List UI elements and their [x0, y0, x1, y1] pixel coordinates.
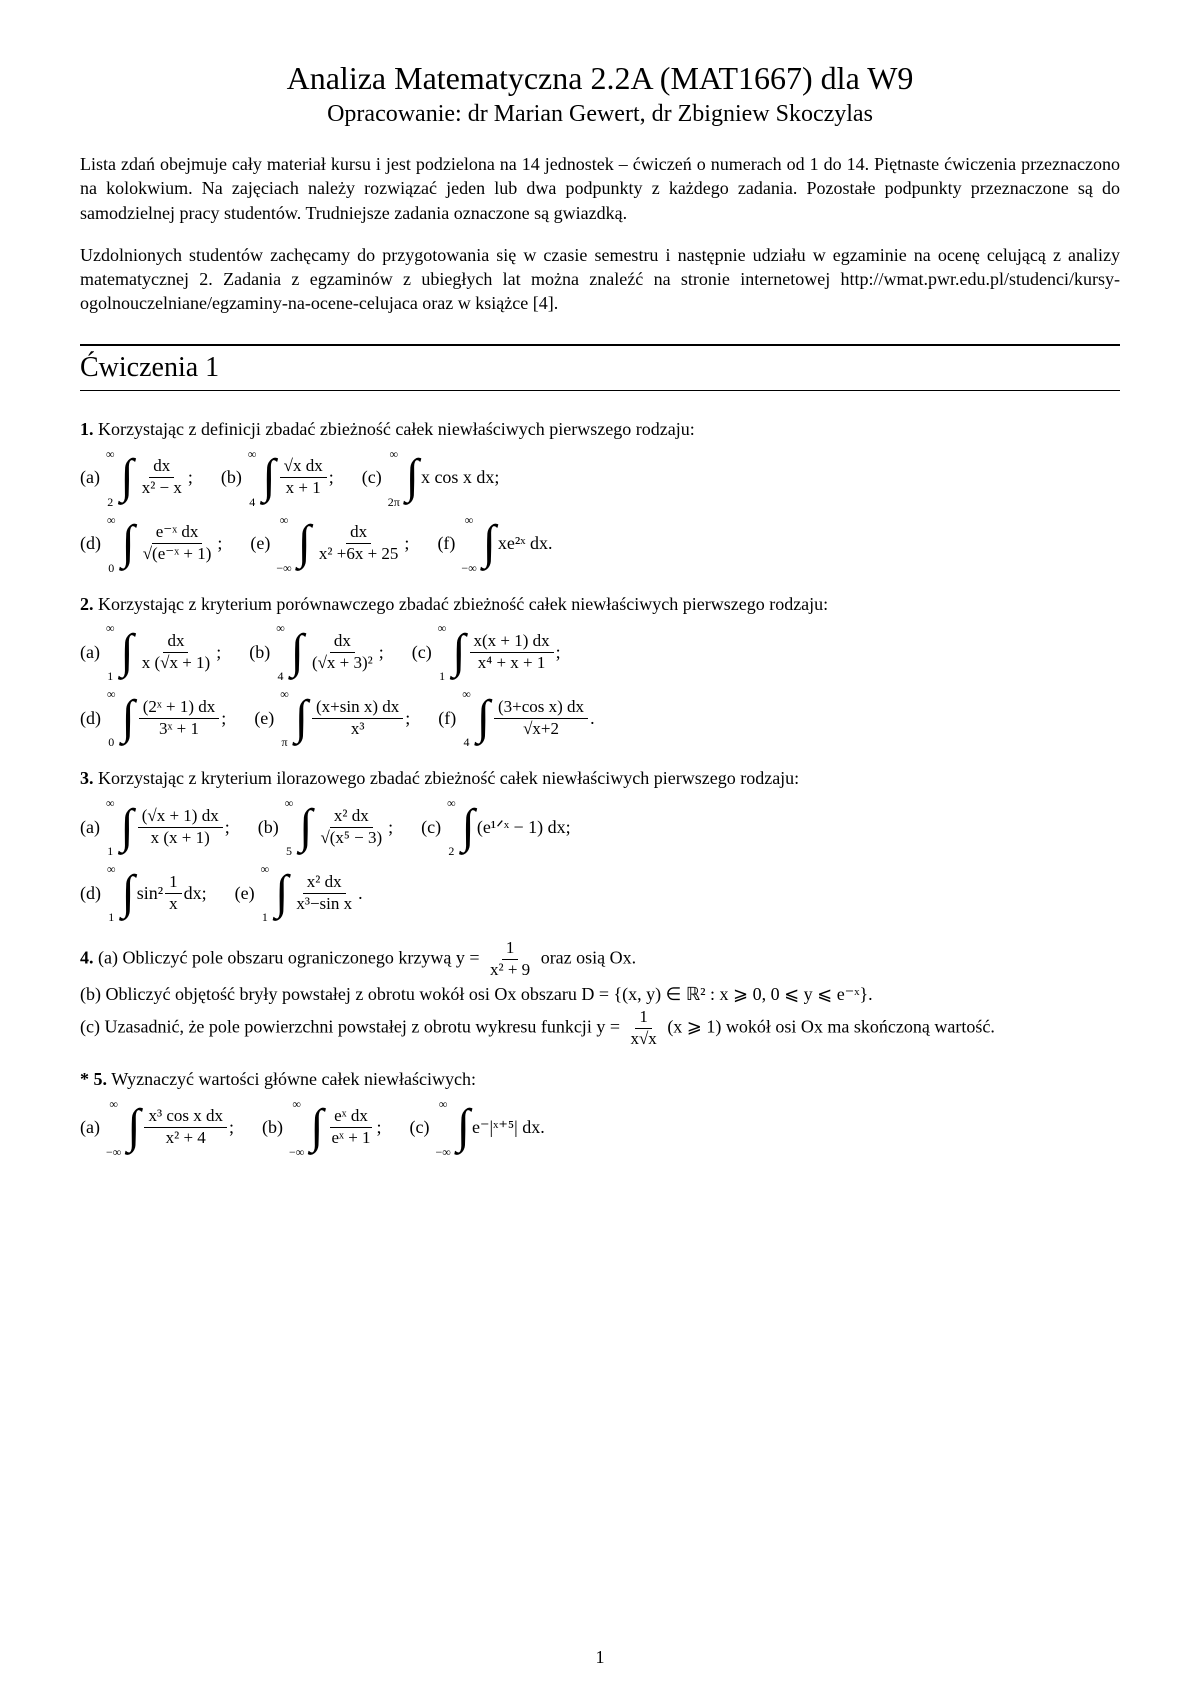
page-number: 1 — [0, 1647, 1200, 1668]
label-1d: (d) — [80, 529, 101, 558]
problem-2: 2. Korzystając z kryterium porównawczego… — [80, 590, 1120, 749]
problem-1-row-2: (d) ∞0 ∫ e⁻ˣ dx√(e⁻ˣ + 1); (e) ∞−∞ ∫ dxx… — [80, 514, 1120, 574]
problem-3: 3. Korzystając z kryterium ilorazowego z… — [80, 764, 1120, 923]
problem-1-number: 1. — [80, 419, 94, 439]
label-1c: (c) — [362, 463, 382, 492]
problem-5-number: * 5. — [80, 1069, 107, 1089]
intro-paragraph-2: Uzdolnionych studentów zachęcamy do przy… — [80, 243, 1120, 316]
problem-3-number: 3. — [80, 768, 94, 788]
section-divider-bottom — [80, 390, 1120, 391]
problem-4-number: 4. — [80, 947, 94, 967]
label-1f: (f) — [437, 529, 455, 558]
page-container: Analiza Matematyczna 2.2A (MAT1667) dla … — [0, 0, 1200, 1698]
integral-icon: ∫ — [121, 458, 134, 496]
section-divider-top — [80, 344, 1120, 346]
problem-1-prompt: Korzystając z definicji zbadać zbieżność… — [98, 419, 695, 439]
problem-4b: (b) Obliczyć objętość bryły powstałej z … — [80, 984, 873, 1004]
problem-5: * 5. Wyznaczyć wartości główne całek nie… — [80, 1065, 1120, 1158]
problem-1-row-1: (a) ∞2 ∫ dxx² − x; (b) ∞4 ∫ √x dxx + 1; … — [80, 448, 1120, 508]
problem-3-prompt: Korzystając z kryterium ilorazowego zbad… — [98, 768, 799, 788]
label-1a: (a) — [80, 463, 100, 492]
intro-paragraph-1: Lista zdań obejmuje cały materiał kursu … — [80, 152, 1120, 225]
doc-title: Analiza Matematyczna 2.2A (MAT1667) dla … — [80, 60, 1120, 97]
problem-2-row-1: (a) ∞1 ∫ dxx (√x + 1); (b) ∞4 ∫ dx(√x + … — [80, 622, 1120, 682]
problem-1: 1. Korzystając z definicji zbadać zbieżn… — [80, 415, 1120, 574]
problem-4: 4. (a) Obliczyć pole obszaru ograniczone… — [80, 939, 1120, 1049]
problem-5-row-1: (a) ∞−∞ ∫ x³ cos x dxx² + 4; (b) ∞−∞ ∫ e… — [80, 1098, 1120, 1158]
problem-2-row-2: (d) ∞0 ∫ (2ˣ + 1) dx3ˣ + 1; (e) ∞π ∫ (x+… — [80, 688, 1120, 748]
problem-2-prompt: Korzystając z kryterium porównawczego zb… — [98, 594, 828, 614]
problem-3-row-2: (d) ∞1 ∫ sin² 1x dx; (e) ∞1 ∫ x² dxx³−si… — [80, 863, 1120, 923]
label-1b: (b) — [221, 463, 242, 492]
problem-3-row-1: (a) ∞1 ∫ (√x + 1) dxx (x + 1); (b) ∞5 ∫ … — [80, 797, 1120, 857]
label-1e: (e) — [250, 529, 270, 558]
problem-2-number: 2. — [80, 594, 94, 614]
doc-subtitle: Opracowanie: dr Marian Gewert, dr Zbigni… — [80, 101, 1120, 128]
problem-5-prompt: Wyznaczyć wartości główne całek niewłaśc… — [111, 1069, 476, 1089]
section-heading: Ćwiczenia 1 — [80, 352, 1120, 384]
